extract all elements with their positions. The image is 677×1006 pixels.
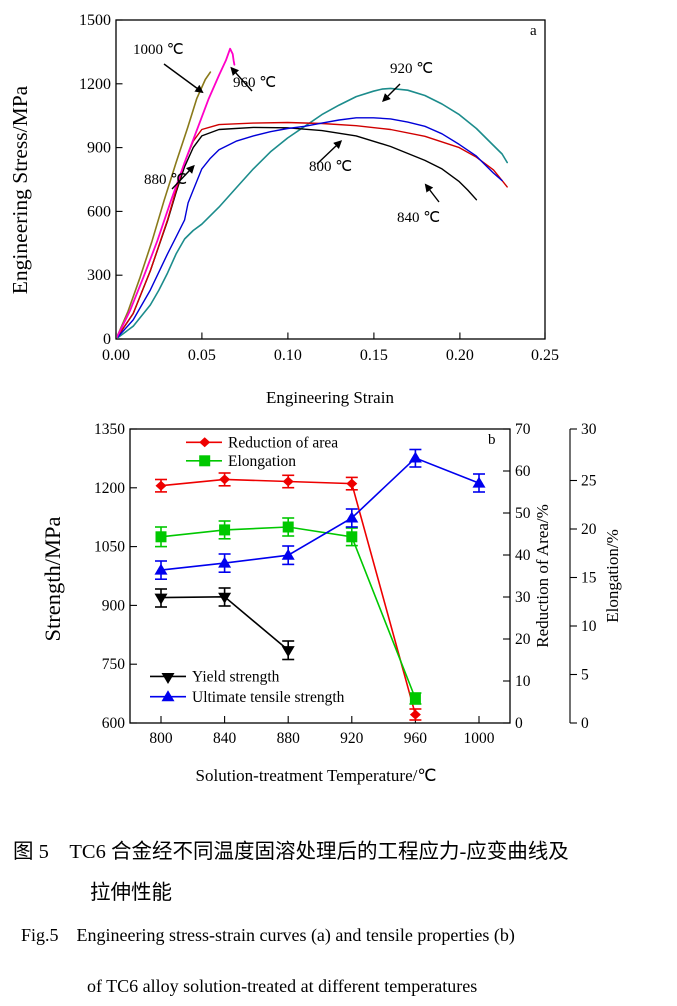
svg-text:20: 20: [581, 521, 597, 538]
svg-text:600: 600: [87, 203, 111, 220]
svg-text:1350: 1350: [94, 421, 125, 438]
svg-text:840: 840: [213, 730, 237, 747]
svg-text:30: 30: [515, 589, 531, 606]
svg-text:880: 880: [277, 730, 301, 747]
svg-text:b: b: [488, 432, 496, 448]
svg-text:20: 20: [515, 631, 531, 648]
svg-text:30: 30: [581, 421, 597, 438]
svg-text:900: 900: [87, 140, 111, 157]
svg-text:0.15: 0.15: [360, 347, 388, 364]
svg-text:Reduction of Area/%: Reduction of Area/%: [533, 504, 552, 648]
svg-text:0: 0: [581, 715, 589, 732]
svg-text:a: a: [530, 23, 537, 39]
svg-text:920: 920: [340, 730, 364, 747]
svg-text:Elongation/%: Elongation/%: [603, 529, 622, 622]
svg-text:0.20: 0.20: [446, 347, 474, 364]
svg-text:750: 750: [102, 656, 126, 673]
svg-text:50: 50: [515, 505, 531, 522]
svg-text:Solution-treatment Temperature: Solution-treatment Temperature/℃: [196, 766, 437, 785]
svg-text:of TC6 alloy solution-treated: of TC6 alloy solution-treated at differe…: [87, 976, 477, 996]
svg-text:10: 10: [581, 618, 597, 635]
svg-text:1000 ℃: 1000 ℃: [133, 42, 184, 58]
svg-text:Engineering Strain: Engineering Strain: [266, 388, 394, 407]
svg-text:920 ℃: 920 ℃: [390, 61, 433, 77]
svg-text:0: 0: [515, 715, 523, 732]
svg-text:600: 600: [102, 715, 126, 732]
svg-text:300: 300: [87, 267, 111, 284]
svg-text:800: 800: [149, 730, 173, 747]
svg-text:Strength/MPa: Strength/MPa: [40, 516, 65, 641]
svg-text:1000: 1000: [464, 730, 495, 747]
svg-text:Reduction of area: Reduction of area: [228, 435, 338, 452]
svg-text:900: 900: [102, 597, 126, 614]
svg-text:Fig.5 Engineering stress-stra: Fig.5 Engineering stress-strain curves (…: [21, 925, 515, 946]
svg-text:1500: 1500: [79, 12, 111, 29]
svg-text:15: 15: [581, 570, 597, 587]
svg-text:40: 40: [515, 547, 531, 564]
svg-text:0.25: 0.25: [531, 347, 559, 364]
svg-text:25: 25: [581, 473, 597, 490]
svg-text:1200: 1200: [79, 76, 111, 93]
svg-text:0: 0: [103, 331, 111, 348]
svg-text:800 ℃: 800 ℃: [309, 159, 352, 175]
svg-text:70: 70: [515, 421, 531, 438]
svg-text:0.05: 0.05: [188, 347, 216, 364]
svg-text:1050: 1050: [94, 539, 125, 556]
svg-text:960: 960: [404, 730, 428, 747]
svg-text:1200: 1200: [94, 480, 125, 497]
svg-text:0.00: 0.00: [102, 347, 130, 364]
svg-text:0.10: 0.10: [274, 347, 302, 364]
svg-text:Elongation: Elongation: [228, 453, 296, 470]
svg-text:5: 5: [581, 667, 589, 684]
svg-text:Ultimate tensile strength: Ultimate tensile strength: [192, 689, 345, 706]
svg-text:Engineering Stress/MPa: Engineering Stress/MPa: [8, 85, 32, 294]
svg-text:图 5 TC6 合金经不同温度固溶处理后的工程应力-应变曲: 图 5 TC6 合金经不同温度固溶处理后的工程应力-应变曲线及: [13, 840, 569, 863]
svg-text:10: 10: [515, 673, 531, 690]
svg-text:Yield strength: Yield strength: [192, 669, 280, 686]
svg-text:拉伸性能: 拉伸性能: [90, 881, 172, 904]
svg-text:840 ℃: 840 ℃: [397, 210, 440, 226]
svg-text:60: 60: [515, 463, 531, 480]
